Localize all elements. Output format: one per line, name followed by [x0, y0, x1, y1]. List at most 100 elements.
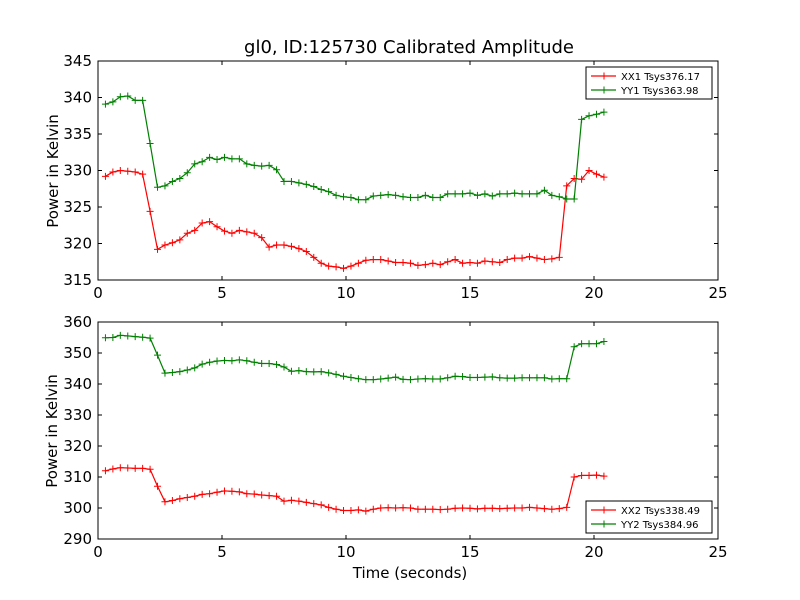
data-point-marker: [206, 153, 214, 161]
data-point-marker: [578, 471, 586, 479]
data-point-marker: [161, 498, 169, 506]
series-line: [101, 331, 608, 384]
data-point-marker: [466, 504, 474, 512]
y-tick-label: 360: [63, 313, 92, 331]
data-point-marker: [258, 491, 266, 499]
data-point-marker: [340, 506, 348, 514]
data-point-marker: [332, 370, 340, 378]
y-tick-label: 350: [63, 344, 92, 362]
data-point-marker: [406, 194, 414, 202]
data-point-marker: [183, 366, 191, 374]
data-point-marker: [161, 369, 169, 377]
data-point-marker: [451, 372, 459, 380]
data-point-marker: [243, 160, 251, 168]
data-point-marker: [518, 504, 526, 512]
data-point-marker: [578, 115, 586, 123]
y-tick-label: 300: [63, 499, 92, 517]
data-point-marker: [481, 504, 489, 512]
data-point-marker: [600, 338, 608, 346]
data-point-marker: [332, 263, 340, 271]
data-point-marker: [340, 372, 348, 380]
data-point-marker: [220, 487, 228, 495]
data-point-marker: [220, 227, 228, 235]
data-point-marker: [421, 375, 429, 383]
data-point-marker: [444, 505, 452, 513]
y-axis-label: Power in Kelvin: [44, 114, 62, 228]
data-point-marker: [302, 180, 310, 188]
data-point-marker: [488, 258, 496, 266]
data-point-marker: [414, 194, 422, 202]
data-point-marker: [585, 112, 593, 120]
data-point-marker: [191, 364, 199, 372]
data-point-marker: [295, 497, 303, 505]
data-point-marker: [176, 175, 184, 183]
data-point-marker: [154, 183, 162, 191]
data-point-marker: [168, 497, 176, 505]
data-point-marker: [206, 358, 214, 366]
data-point-marker: [496, 374, 504, 382]
legend-box: [585, 66, 713, 100]
x-tick-label: 0: [93, 284, 103, 302]
data-point-marker: [287, 242, 295, 250]
data-point-marker: [496, 258, 504, 266]
data-point-marker: [600, 472, 608, 480]
data-point-marker: [570, 195, 578, 203]
data-point-marker: [592, 110, 600, 118]
data-point-marker: [317, 368, 325, 376]
data-point-marker: [325, 262, 333, 270]
data-point-marker: [555, 505, 563, 513]
data-point-marker: [228, 357, 236, 365]
data-point-marker: [310, 500, 318, 508]
y-axis-label: Power in Kelvin: [43, 374, 61, 488]
data-point-marker: [451, 190, 459, 198]
series-line: [101, 92, 608, 204]
data-point-marker: [154, 482, 162, 490]
data-point-marker: [414, 375, 422, 383]
data-point-marker: [116, 464, 124, 472]
data-point-marker: [444, 374, 452, 382]
data-point-marker: [310, 183, 318, 191]
data-point-marker: [191, 160, 199, 168]
y-tick-label: 320: [63, 437, 92, 455]
data-point-marker: [384, 257, 392, 265]
data-point-marker: [570, 473, 578, 481]
y-tick-label: 290: [63, 530, 92, 548]
data-point-marker: [280, 241, 288, 249]
data-point-marker: [511, 504, 519, 512]
data-point-marker: [101, 100, 109, 108]
data-point-marker: [533, 254, 541, 262]
data-point-marker: [414, 505, 422, 513]
data-point-marker: [250, 358, 258, 366]
data-point-marker: [496, 190, 504, 198]
data-point-marker: [124, 464, 132, 472]
data-point-marker: [325, 503, 333, 511]
data-point-marker: [503, 374, 511, 382]
data-point-marker: [459, 259, 467, 267]
data-point-marker: [377, 256, 385, 264]
data-point-marker: [213, 357, 221, 365]
data-point-marker: [116, 93, 124, 101]
data-point-marker: [250, 161, 258, 169]
data-point-marker: [228, 229, 236, 237]
x-tick-label: 25: [708, 284, 727, 302]
data-point-marker: [369, 256, 377, 264]
x-tick-label: 25: [708, 543, 727, 561]
data-point-marker: [451, 256, 459, 264]
data-point-marker: [131, 333, 139, 341]
data-point-marker: [414, 261, 422, 269]
data-point-marker: [116, 167, 124, 174]
data-point-marker: [198, 219, 206, 227]
data-point-marker: [139, 333, 147, 341]
data-point-marker: [563, 375, 571, 383]
data-point-marker: [406, 376, 414, 384]
top-panel: Power in Kelvin 0 5 10 15 20 25 315 320 325 330 33…: [44, 52, 728, 302]
data-point-marker: [533, 374, 541, 382]
data-point-marker: [399, 258, 407, 266]
data-point-marker: [354, 259, 362, 267]
data-point-marker: [436, 261, 444, 269]
legend: XX2 Tsys338.49 YY2 Tsys384.96: [585, 500, 713, 534]
x-tick-label: 5: [217, 543, 227, 561]
data-point-marker: [146, 334, 154, 342]
data-point-marker: [317, 501, 325, 509]
legend-box: [585, 500, 713, 534]
